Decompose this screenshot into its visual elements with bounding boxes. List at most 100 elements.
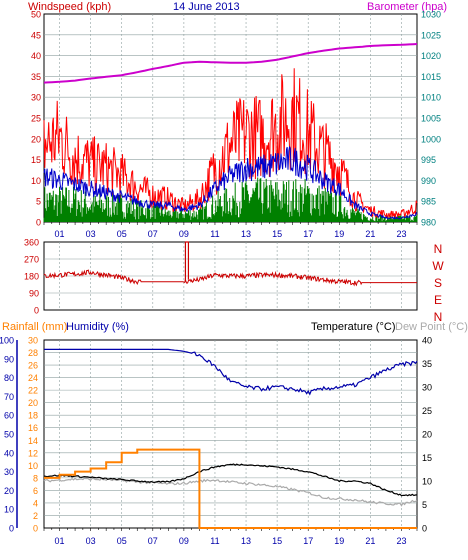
top-x-tick-label: 07 [148,229,158,239]
humidity-tick-label: 20 [4,486,14,496]
bot-x-tick-label: 07 [148,536,158,546]
dewpoint-series [43,477,418,507]
top-left-axis-ticks: 0 5 10 15 20 25 30 35 40 45 50 [31,10,41,228]
humidity-series [44,348,418,396]
wind-base-series [43,177,418,222]
top-right-tick-label: 1010 [421,93,441,103]
top-right-tick-label: 1005 [421,114,441,124]
barometer-axis-label: Barometer (hpa) [367,1,447,13]
bot-x-tick-label: 09 [179,536,189,546]
top-right-tick-label: 1025 [421,30,441,40]
bot-x-tick-label: 17 [303,536,313,546]
top-x-tick-label: 11 [210,229,219,239]
humidity-tick-label: 70 [4,392,14,402]
wind-avg-series [43,146,418,220]
temperature-axis-label: Temperature (°C) [311,321,395,333]
humidity-axis-ticks: 0 10 20 30 40 50 60 70 80 90 100 [0,336,18,534]
rainfall-tick-label: 18 [28,411,38,421]
mid-gridlines [44,242,417,310]
mid-left-axis-ticks: 360 270 180 90 0 [24,238,39,316]
rainfall-tick-label: 12 [28,448,38,458]
bot-x-tick-label: 21 [365,536,375,546]
top-right-axis-ticks: 980 985 990 995 1000 1005 1010 1015 1020 1025 1030 [421,10,441,228]
rainfall-tick-label: 28 [28,348,38,358]
rainfall-tick-label: 4 [33,498,38,508]
bot-x-tick-label: 05 [117,536,127,546]
bot-x-tick-label: 03 [86,536,96,546]
temperature-tick-label: 10 [422,477,432,487]
compass-label: E [434,293,442,307]
top-right-tick-label: 990 [421,176,436,186]
temperature-series [43,463,418,497]
top-x-tick-label: 21 [365,229,375,239]
top-x-tick-label: 13 [241,229,251,239]
bot-x-axis-ticks: 01 03 05 07 09 11 13 15 17 19 21 23 [43,528,418,546]
humidity-tick-label: 100 [0,336,14,346]
temperature-axis-ticks: 0 5 10 15 20 25 30 35 40 [422,336,432,534]
bot-x-tick-label: 15 [272,536,282,546]
mid-left-tick-label: 360 [24,238,39,248]
rain-humidity-temp-panel: Rainfall (mm) Humidity (%) Temperature (… [0,321,468,546]
windspeed-axis-label: Windspeed (kph) [28,1,111,13]
bot-series [43,348,418,529]
top-left-tick-label: 40 [31,51,41,61]
rainfall-tick-label: 30 [28,336,38,346]
top-x-tick-label: 09 [179,229,189,239]
mid-left-tick-label: 90 [29,289,39,299]
humidity-tick-label: 40 [4,448,14,458]
top-x-tick-label: 17 [303,229,313,239]
top-right-tick-label: 980 [421,218,436,228]
rainfall-tick-label: 20 [28,398,38,408]
top-right-tick-label: 1030 [421,10,441,20]
temperature-tick-label: 25 [422,406,432,416]
top-right-tick-label: 1020 [421,51,441,61]
wind-direction-series [43,269,417,287]
mid-left-tick-label: 180 [24,272,39,282]
temperature-tick-label: 20 [422,430,432,440]
bot-x-tick-label: 11 [210,536,219,546]
top-left-tick-label: 50 [31,10,41,20]
wind-barometer-panel: Windspeed (kph) 14 June 2013 Barometer (… [28,1,447,239]
humidity-tick-label: 80 [4,373,14,383]
top-x-tick-label: 19 [334,229,344,239]
rainfall-tick-label: 8 [33,473,38,483]
chart-title: 14 June 2013 [173,1,240,13]
top-left-tick-label: 0 [36,218,41,228]
mid-series [43,241,417,287]
rainfall-tick-label: 6 [33,486,38,496]
top-left-tick-label: 45 [31,30,41,40]
rainfall-tick-label: 16 [28,423,38,433]
top-x-tick-label: 01 [55,229,65,239]
top-right-tick-label: 1000 [421,134,441,144]
temperature-tick-label: 15 [422,453,432,463]
humidity-tick-label: 10 [4,505,14,515]
bot-x-tick-label: 23 [396,536,406,546]
compass-label: N [434,310,443,324]
top-x-tick-label: 03 [86,229,96,239]
bot-x-tick-label: 19 [334,536,344,546]
rainfall-tick-label: 26 [28,361,38,371]
top-left-tick-label: 5 [36,197,41,207]
top-left-tick-label: 20 [31,134,41,144]
top-left-tick-label: 10 [31,176,41,186]
rainfall-tick-label: 2 [33,511,38,521]
top-x-tick-label: 23 [396,229,406,239]
top-right-tick-label: 995 [421,155,436,165]
rainfall-tick-label: 14 [28,436,38,446]
rainfall-tick-label: 0 [33,524,38,534]
bot-x-tick-label: 01 [55,536,65,546]
top-left-tick-label: 15 [31,155,41,165]
top-right-tick-label: 1015 [421,72,441,82]
top-x-tick-label: 05 [117,229,127,239]
dewpoint-axis-label: Dew Point (°C) [395,321,468,333]
compass-label: N [434,242,443,256]
top-left-tick-label: 30 [31,93,41,103]
top-left-tick-label: 25 [31,114,41,124]
top-right-tick-label: 985 [421,197,436,207]
rainfall-tick-label: 24 [28,373,38,383]
